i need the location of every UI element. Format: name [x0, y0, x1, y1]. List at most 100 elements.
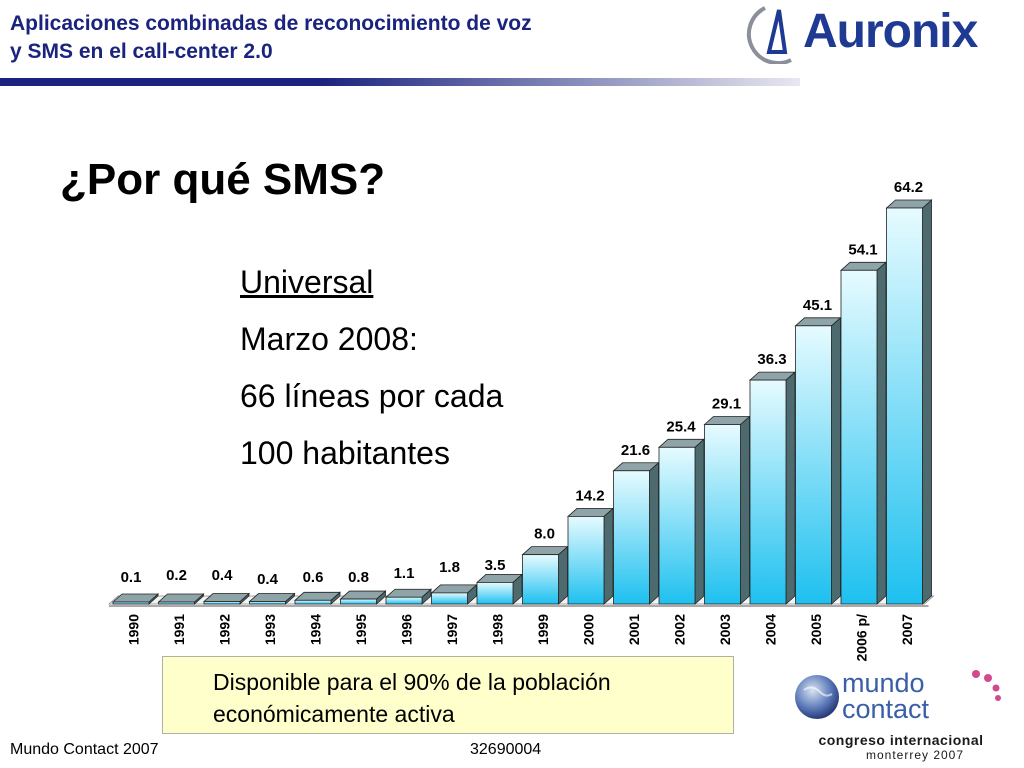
bar-front — [249, 601, 286, 605]
bar-2006 p/ — [839, 261, 888, 605]
chart-bars — [111, 199, 933, 605]
bar-2000 — [566, 507, 615, 605]
bar-1998 — [475, 573, 524, 605]
value-label: 0.1 — [121, 569, 142, 586]
bar-front — [840, 269, 878, 605]
bar-side — [603, 507, 614, 605]
bar-2005 — [794, 316, 842, 605]
bullet-date: Marzo 2008: — [240, 321, 418, 357]
x-tick-label: 1991 — [171, 614, 187, 645]
bar-side — [831, 316, 841, 605]
bar-side — [649, 461, 659, 605]
header-title-line1: Aplicaciones combinadas de reconocimient… — [10, 12, 532, 35]
bar-front — [704, 424, 741, 605]
chart-x-ticks: 1990 1991 1992 1993 1994 1995 1996 1997 1998 1999… — [126, 614, 916, 662]
x-tick-label: 2005 — [808, 614, 824, 645]
x-tick-label: 1999 — [535, 614, 551, 645]
bar-side — [558, 545, 568, 605]
x-tick-label: 2000 — [581, 614, 597, 645]
city-text: monterrey 2007 — [865, 748, 965, 762]
bar-front — [795, 325, 832, 605]
header-title-line2: y SMS en el call-center 2.0 — [10, 40, 273, 63]
bar-front — [658, 446, 696, 605]
auronix-emblem-icon — [746, 6, 792, 64]
callout-line2: económicamente activa — [213, 701, 455, 727]
bar-1991 — [157, 593, 205, 605]
bar-side — [740, 415, 750, 605]
x-tick-label: 2006 p/ — [854, 614, 870, 662]
bar-2002 — [657, 438, 706, 605]
x-tick-label: 1995 — [353, 614, 369, 645]
bar-1990 — [111, 593, 160, 605]
value-label: 0.4 — [212, 567, 234, 584]
x-tick-label: 2001 — [626, 614, 642, 645]
value-label: 54.1 — [848, 241, 877, 258]
bar-side — [694, 438, 705, 605]
bar-front — [340, 598, 377, 605]
header-rule — [0, 78, 800, 86]
value-label: 0.2 — [166, 567, 187, 584]
value-label: 0.4 — [257, 571, 279, 588]
bullet-lines-per: 66 líneas por cada — [240, 378, 504, 414]
value-label: 29.1 — [712, 396, 741, 413]
contact-text: contact — [842, 694, 930, 724]
x-tick-label: 2002 — [672, 614, 688, 645]
bullet-universal: Universal — [240, 264, 374, 300]
bullet-list: Universal Marzo 2008: 66 líneas por cada… — [240, 254, 503, 482]
x-tick-label: 2007 — [899, 614, 915, 645]
x-tick-label: 2003 — [717, 614, 733, 645]
bar-front — [522, 554, 559, 605]
value-label: 0.8 — [348, 569, 369, 586]
bar-2004 — [748, 371, 797, 605]
x-tick-label: 1997 — [444, 614, 460, 645]
bar-front — [749, 379, 787, 605]
bar-front — [385, 596, 423, 605]
x-tick-label: 1998 — [490, 614, 506, 645]
auronix-logo-text: Auronix — [803, 5, 978, 58]
bar-side — [922, 199, 932, 605]
bar-1996 — [384, 588, 433, 605]
value-label: 45.1 — [803, 297, 832, 314]
bullet-inhabitants: 100 habitantes — [240, 435, 450, 471]
value-label: 21.6 — [621, 442, 650, 459]
slide-title: ¿Por qué SMS? — [60, 155, 386, 204]
x-tick-label: 1992 — [217, 614, 233, 645]
chart-value-labels: 0.1 0.2 0.4 0.4 0.6 0.8 1.1 1.8 3.5 8.0 14.2 21.6 25… — [121, 179, 924, 588]
bar-front — [567, 516, 605, 605]
bar-2003 — [703, 415, 751, 605]
bar-front — [158, 601, 195, 605]
footer-center: 32690004 — [470, 741, 542, 758]
bar-front — [112, 601, 150, 605]
globe-icon — [795, 675, 839, 719]
value-label: 8.0 — [534, 526, 555, 543]
mundo-text: mundo — [842, 668, 925, 698]
value-label: 64.2 — [894, 179, 923, 196]
bar-front — [886, 207, 923, 605]
bar-front — [203, 601, 241, 605]
bar-1995 — [339, 590, 387, 605]
value-label: 14.2 — [575, 487, 604, 504]
callout-box: Disponible para el 90% de la población e… — [162, 656, 734, 734]
x-tick-label: 1996 — [399, 614, 415, 645]
x-tick-label: 1990 — [126, 614, 142, 645]
bar-1993 — [248, 592, 296, 605]
value-label: 3.5 — [485, 557, 506, 574]
bar-front — [294, 599, 332, 605]
value-label: 1.8 — [439, 559, 460, 576]
value-label: 36.3 — [757, 351, 786, 368]
bar-1992 — [202, 592, 251, 605]
value-label: 25.4 — [666, 418, 696, 435]
mundo-contact-logo: mundo contact congreso internacional mon… — [790, 662, 1015, 768]
value-label: 1.1 — [394, 565, 415, 582]
x-tick-label: 1993 — [262, 614, 278, 645]
header-title: Aplicaciones combinadas de reconocimient… — [10, 10, 730, 66]
bar-front — [431, 592, 468, 605]
callout-line1: Disponible para el 90% de la población — [213, 669, 611, 695]
x-tick-label: 2004 — [763, 614, 779, 645]
dots-icon — [972, 670, 1001, 701]
bar-front — [613, 470, 650, 605]
bar-side — [785, 371, 796, 605]
bar-2007 — [885, 199, 933, 605]
congreso-text: congreso internacional — [818, 732, 984, 748]
